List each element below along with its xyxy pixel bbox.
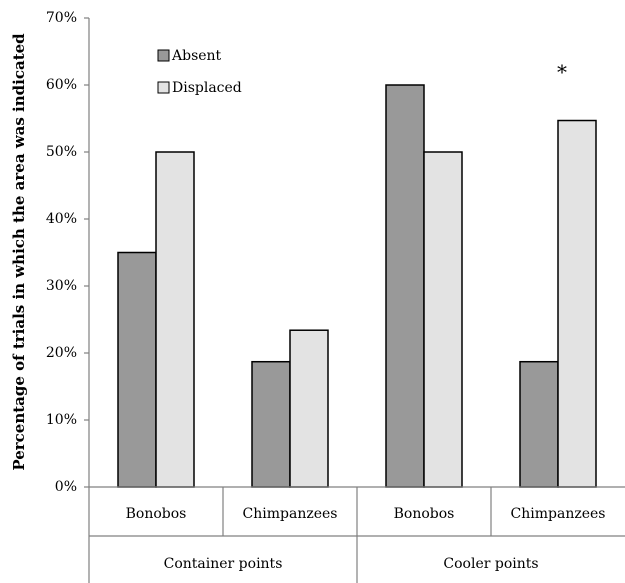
bar-absent-1 — [117, 251, 157, 488]
legend-swatch-absent — [157, 49, 170, 62]
legend-swatch-displaced — [157, 81, 170, 94]
significance-asterisk: * — [557, 60, 567, 84]
bar-absent-4 — [519, 360, 559, 488]
x-category-label: Bonobos — [394, 506, 455, 522]
bar-absent-3 — [385, 84, 425, 488]
x-group-label: Cooler points — [443, 556, 538, 572]
y-tick-label: 50% — [46, 144, 77, 160]
y-tick-label: 60% — [46, 77, 77, 93]
x-category-label: Bonobos — [126, 506, 187, 522]
y-axis-label: Percentage of trials in which the area w… — [10, 33, 28, 471]
x-category-label: Chimpanzees — [243, 506, 338, 522]
bar-displaced-1 — [155, 151, 195, 488]
x-category-label: Chimpanzees — [511, 506, 606, 522]
y-tick-label: 10% — [46, 412, 77, 428]
bar-displaced-4 — [557, 119, 597, 488]
legend-label-displaced: Displaced — [172, 80, 242, 96]
x-group-label: Container points — [164, 556, 283, 572]
bar-displaced-2 — [289, 329, 329, 488]
bar-absent-2 — [251, 360, 291, 488]
bar-displaced-3 — [423, 151, 463, 488]
y-tick-label: 40% — [46, 211, 77, 227]
y-tick-label: 70% — [46, 10, 77, 26]
y-tick-label: 0% — [55, 479, 77, 495]
y-tick-label: 20% — [46, 345, 77, 361]
y-tick-label: 30% — [46, 278, 77, 294]
legend-label-absent: Absent — [171, 48, 222, 64]
